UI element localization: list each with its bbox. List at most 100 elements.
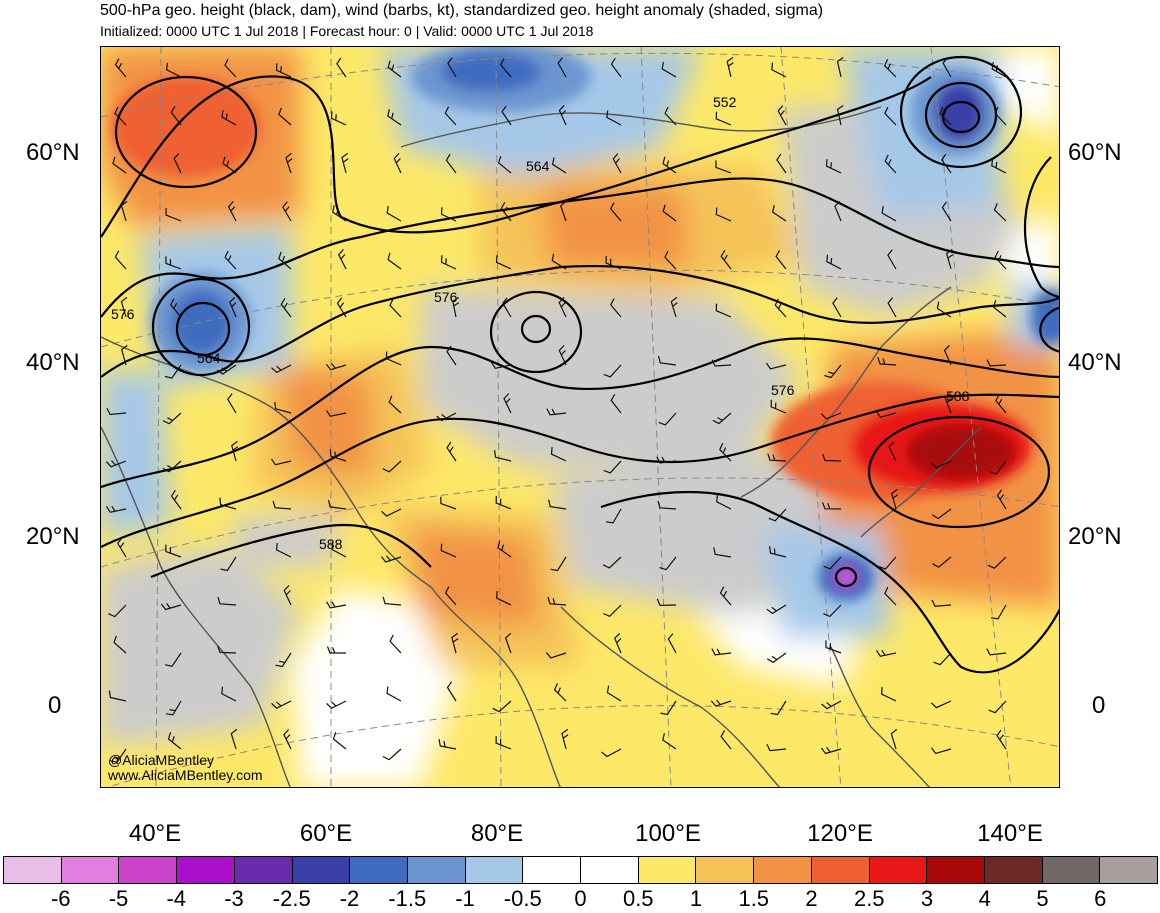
wind-barb [108,690,127,702]
colorbar-tick-label: 2 [805,886,818,911]
map-title: 500-hPa geo. height (black, dam), wind (… [100,2,824,19]
wind-barb [659,556,677,571]
lat-label-40n-right: 40°N [1068,349,1122,376]
wind-barb [820,412,842,420]
lon-label-100e: 100°E [635,820,701,847]
wind-barb [944,392,952,414]
wind-barb [825,159,842,174]
colorbar-cell [119,857,178,883]
wind-barb [497,540,512,558]
colorbar-cell [811,857,870,883]
colorbar-tick-label: -4 [166,886,187,911]
colorbar-tick-label: 1 [689,886,703,911]
wind-barb [991,158,1007,174]
wind-barb [504,632,512,654]
wind-barb [387,109,402,126]
wind-barb [606,110,622,126]
wind-barb [550,556,567,572]
wind-barb [382,460,402,473]
wind-barb [452,296,460,318]
colorbar-cell [927,857,985,883]
lon-label-80e: 80°E [470,820,524,847]
wind-barb [657,355,677,366]
wind-barb [715,303,732,318]
wind-barb [558,344,567,366]
wind-barb [769,546,787,558]
wind-barb [776,153,787,174]
wind-barb [658,412,677,426]
wind-barb [836,105,844,126]
colorbar-tick-label: 0.5 [622,886,654,911]
wind-barb [499,58,512,78]
lat-label-60n-left: 60°N [26,139,80,166]
wind-barb [327,499,347,510]
wind-barb [768,508,787,522]
wind-barb [602,556,622,569]
wind-barb [446,681,457,702]
colorbar-cell [350,857,408,883]
height-contours [101,55,1059,674]
wind-barb [106,407,127,416]
wind-barb [994,106,1007,126]
wind-barb [989,460,1007,475]
wind-barb [603,604,622,618]
wind-barb [217,596,237,606]
wind-barb [545,652,567,659]
wind-barb [887,297,897,318]
wind-barb [385,351,402,366]
wind-barb [222,156,237,174]
wind-barb [326,700,347,709]
wind-barb [227,201,237,222]
wind-barb [991,61,1007,78]
contour-label-group: 552 564 576 564 576 576 588 588 [111,94,970,552]
wind-barb [500,202,512,222]
wind-barb [165,208,182,222]
wind-barb [601,748,622,758]
wind-barb [326,601,347,609]
wind-barb [108,604,127,618]
wind-barb [332,732,347,750]
wind-barb [389,634,402,654]
colorbar-cell [1100,857,1158,883]
colorbar-tick-label: -6 [50,886,71,911]
wind-barb [720,249,732,270]
wind-barb [341,152,349,174]
contour-label: 588 [946,388,970,404]
map-panel[interactable]: 552 564 576 564 576 576 588 588 [100,46,1060,788]
wind-barb [891,488,899,510]
wind-barb [121,344,128,366]
wind-barb [832,297,842,318]
wind-barb [877,357,897,366]
wind-barb [946,248,954,270]
lat-label-0-right: 0 [1092,692,1106,719]
wind-barb [996,489,1007,510]
graticule [101,47,1059,787]
wind-barb [224,58,237,78]
wind-barb [765,362,787,370]
colorbar-tick-label: -2.5 [272,886,311,911]
wind-barb [221,686,237,702]
wind-barb [382,596,402,606]
wind-barb [271,364,292,374]
wind-barb [336,57,347,78]
wind-barb [438,738,457,750]
wind-barb [495,736,512,750]
wind-barb [605,256,622,270]
wind-barb [931,460,952,469]
wind-barb [941,201,952,222]
wind-barb [219,497,237,510]
wind-barb [114,250,127,270]
wind-barb [550,447,567,462]
credit-website[interactable]: www.AliciaMBentley.com [108,767,263,783]
wind-barb [561,728,569,750]
wind-barb [165,700,182,716]
wind-barb [275,63,292,78]
wind-barb [558,296,567,318]
wind-barb [660,700,677,716]
wind-barb [386,686,402,702]
colorbar-tick-label: 5 [1036,886,1049,911]
wind-barb [606,508,622,524]
anomaly-colorbar [3,856,1158,884]
wind-barb [436,412,457,422]
wind-barb [337,249,347,270]
